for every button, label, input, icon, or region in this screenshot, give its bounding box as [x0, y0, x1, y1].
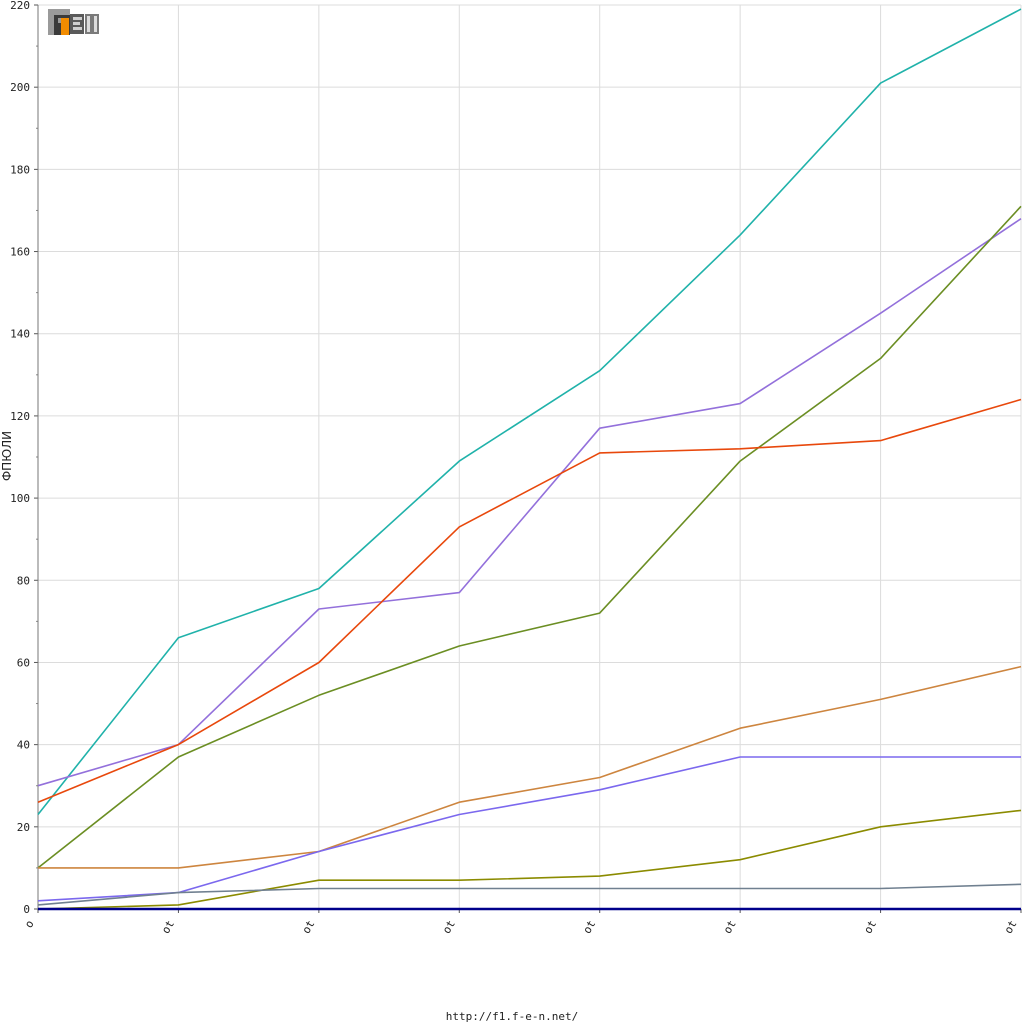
x-tick-label: ot — [861, 918, 879, 936]
series-line-6 — [37, 756, 1021, 902]
series-line-2 — [37, 218, 1022, 787]
series-line-8 — [37, 883, 1022, 906]
y-tick-label: 60 — [17, 656, 30, 669]
y-tick-label: 80 — [17, 574, 30, 587]
x-tick-labels: o ot ot ot ot ot ot ot — [22, 918, 1020, 936]
series-line-4 — [37, 398, 1022, 803]
y-tick-label: 20 — [17, 821, 30, 834]
y-tick-label: 0 — [23, 903, 30, 916]
y-tick-label: 120 — [10, 410, 30, 423]
series-line-5 — [38, 665, 1022, 869]
x-tick-label: ot — [159, 918, 177, 936]
y-tick-label: 40 — [17, 739, 30, 752]
y-tick-label: 180 — [10, 163, 30, 176]
y-tick-label: 140 — [10, 328, 30, 341]
series-line-3 — [37, 205, 1022, 869]
y-tick-label: 200 — [10, 81, 30, 94]
y-tick-label: 220 — [10, 0, 30, 12]
series-line-1 — [37, 8, 1022, 815]
footer-url: http://f1.f-e-n.net/ — [445, 1010, 579, 1023]
f1en-logo — [48, 9, 99, 35]
x-tick-label: ot — [300, 918, 318, 936]
y-tick-label: 160 — [10, 246, 30, 259]
axes — [34, 4, 1022, 913]
grid-lines — [37, 4, 1022, 910]
x-tick-label: ot — [440, 918, 458, 936]
x-tick-label: ot — [1002, 918, 1020, 936]
y-tick-labels: 0 20 40 60 80 100 120 140 160 180 200 220 — [10, 0, 30, 916]
x-tick-label: ot — [580, 918, 598, 936]
x-tick-label: o — [22, 918, 37, 930]
series-lines — [37, 8, 1022, 911]
series-line-7 — [37, 809, 1022, 910]
y-axis-label: ФПЮЛИ — [0, 431, 14, 481]
y-tick-label: 100 — [10, 492, 30, 505]
x-tick-label: ot — [721, 918, 739, 936]
